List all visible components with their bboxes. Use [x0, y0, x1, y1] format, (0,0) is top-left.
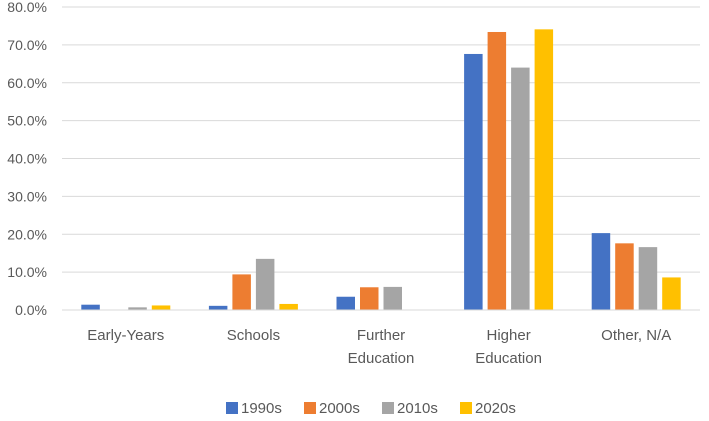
bar-1990s-higher-education [464, 53, 483, 311]
bar-2010s-other-n-a [638, 247, 658, 310]
x-axis-tick-labels: Early-Years Schools Further Education Higher… [87, 327, 671, 367]
bar-2010s-higher-education [511, 67, 530, 310]
y-tick-label: 50.0% [7, 113, 47, 129]
y-tick-label: 20.0% [7, 226, 47, 242]
x-tick-label: Further [357, 327, 405, 344]
y-tick-label: 80.0% [7, 0, 47, 15]
legend-label: 2010s [397, 400, 438, 416]
bar-2000s-higher-education [487, 31, 507, 311]
legend-label: 2000s [319, 400, 360, 416]
legend-label: 2020s [475, 400, 516, 416]
bar-2010s-early-years [128, 307, 147, 310]
bar-2010s-schools [255, 258, 275, 310]
x-tick-label: Higher [487, 327, 531, 344]
legend-swatch [460, 402, 472, 414]
bar-2000s-schools [232, 274, 251, 310]
bar-2000s-other-n-a [615, 243, 634, 310]
legend-swatch [382, 402, 394, 414]
x-tick-label: Other, N/A [601, 327, 671, 344]
bar-2020s-schools [279, 303, 298, 310]
bar-1990s-schools [208, 305, 228, 310]
bar-1990s-other-n-a [591, 233, 611, 310]
y-tick-label: 40.0% [7, 151, 47, 167]
bar-1990s-early-years [81, 304, 100, 310]
y-tick-label: 0.0% [15, 302, 47, 318]
bars [81, 29, 681, 311]
y-axis-tick-labels: 0.0% 10.0% 20.0% 30.0% 40.0% 50.0% 60.0% 70.0% 8… [7, 0, 47, 318]
legend-swatch [226, 402, 238, 414]
bar-2000s-further-education [360, 287, 379, 310]
bar-2020s-early-years [151, 305, 171, 310]
y-tick-label: 30.0% [7, 188, 47, 204]
bar-1990s-further-education [336, 296, 355, 310]
y-tick-label: 60.0% [7, 75, 47, 91]
x-tick-label: Early-Years [87, 327, 164, 344]
bar-2020s-other-n-a [662, 277, 681, 310]
legend-label: 1990s [241, 400, 282, 416]
x-tick-label: Education [348, 350, 415, 367]
bar-2020s-higher-education [534, 29, 554, 310]
x-tick-label: Schools [227, 327, 280, 344]
bar-2010s-further-education [383, 286, 402, 310]
legend-swatch [304, 402, 316, 414]
y-tick-label: 10.0% [7, 264, 47, 280]
legend: 1990s 2000s 2010s 2020s [226, 400, 516, 417]
gridlines [62, 6, 700, 273]
y-tick-label: 70.0% [7, 37, 47, 53]
x-tick-label: Education [475, 350, 542, 367]
